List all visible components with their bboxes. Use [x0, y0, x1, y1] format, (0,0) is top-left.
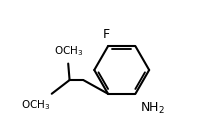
- Text: OCH$_3$: OCH$_3$: [21, 98, 50, 112]
- Text: OCH$_3$: OCH$_3$: [54, 44, 83, 58]
- Text: F: F: [103, 28, 110, 41]
- Text: NH$_2$: NH$_2$: [140, 101, 165, 116]
